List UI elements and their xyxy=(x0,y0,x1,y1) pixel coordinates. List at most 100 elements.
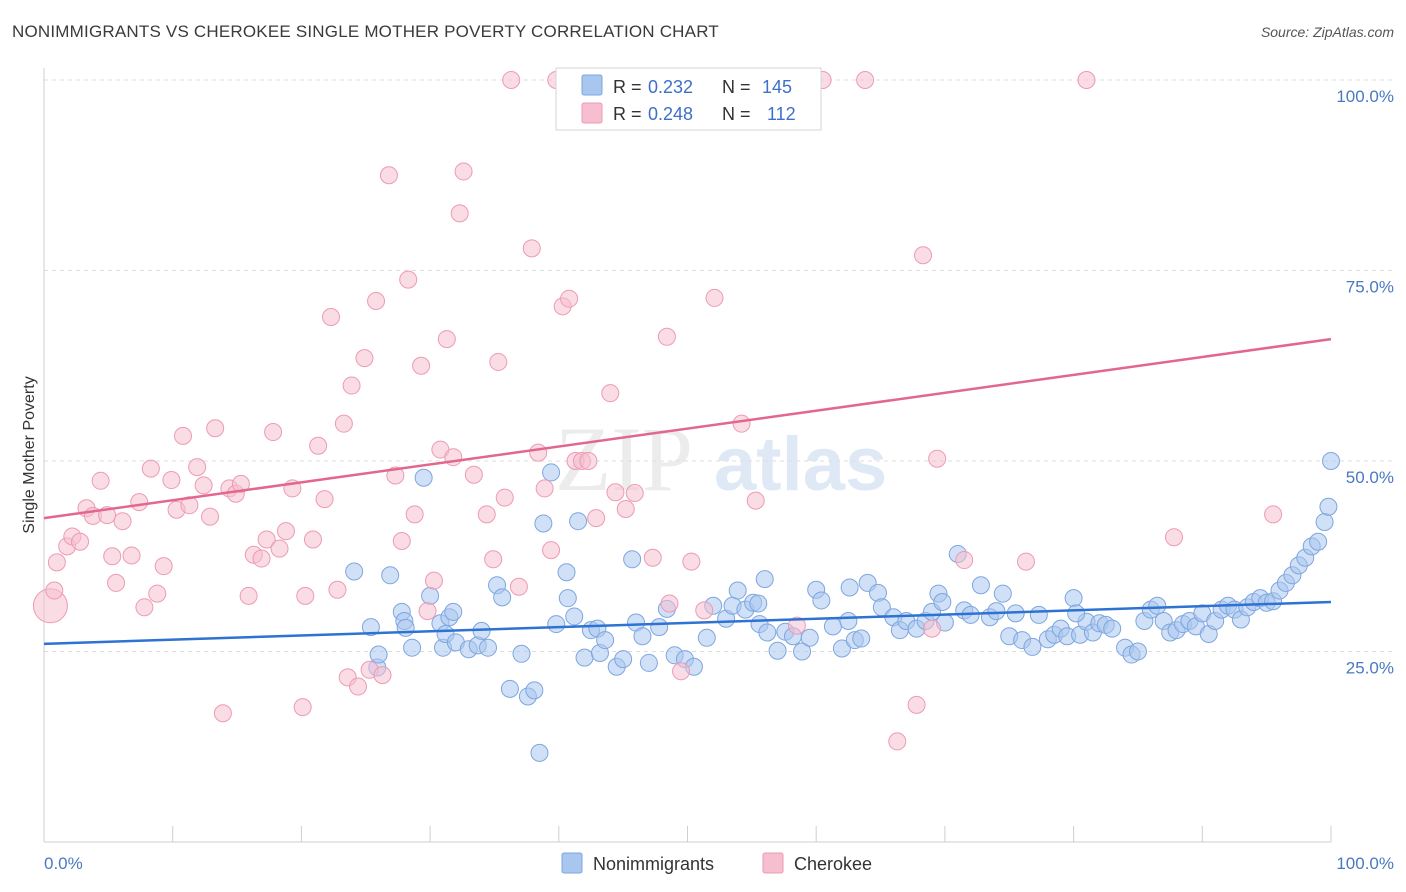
legend: R = 0.232 N = 145 R = 0.248 N = 112 xyxy=(555,67,822,131)
legend-swatch-nonimmigrants xyxy=(581,74,603,96)
point-cherokee-34 xyxy=(257,530,276,549)
point-nonimmigrants-7 xyxy=(396,618,415,637)
point-cherokee-14 xyxy=(130,493,149,512)
point-cherokee-21 xyxy=(173,426,192,445)
point-cherokee-69 xyxy=(484,550,503,569)
point-cherokee-104 xyxy=(914,246,933,265)
point-nonimmigrants-31 xyxy=(558,589,577,608)
point-cherokee-54 xyxy=(379,166,398,185)
point-cherokee-27 xyxy=(213,704,232,723)
legend-r-label-0: R = xyxy=(613,77,642,97)
y-tick-label-25: 25.0% xyxy=(1346,659,1394,678)
point-nonimmigrants-0 xyxy=(345,562,364,581)
point-cherokee-72 xyxy=(502,71,521,89)
point-nonimmigrants-40 xyxy=(614,650,633,669)
point-cherokee-85 xyxy=(601,384,620,403)
x-ticks xyxy=(43,826,1332,842)
point-cherokee-8 xyxy=(91,471,110,490)
point-cherokee-91 xyxy=(657,327,676,346)
point-nonimmigrants-1 xyxy=(361,618,380,637)
point-nonimmigrants-29 xyxy=(547,615,566,634)
point-nonimmigrants-108 xyxy=(1128,642,1147,661)
bottom-legend-swatch-cherokee xyxy=(762,852,784,874)
point-nonimmigrants-10 xyxy=(421,586,440,605)
point-cherokee-2 xyxy=(47,553,66,572)
point-cherokee-46 xyxy=(334,414,353,433)
source-label: Source: ZipAtlas.com xyxy=(1260,24,1394,40)
point-nonimmigrants-43 xyxy=(633,627,652,646)
legend-r-value-1: 0.248 xyxy=(648,104,693,124)
point-cherokee-74 xyxy=(522,239,541,258)
point-nonimmigrants-54 xyxy=(728,581,747,600)
point-cherokee-63 xyxy=(437,330,456,349)
point-cherokee-11 xyxy=(107,573,126,592)
point-cherokee-25 xyxy=(201,507,220,526)
point-nonimmigrants-44 xyxy=(639,653,658,672)
point-nonimmigrants-105 xyxy=(1103,619,1122,638)
point-nonimmigrants-59 xyxy=(758,623,777,642)
bottom-legend-label-cherokee: Cherokee xyxy=(794,854,872,874)
point-nonimmigrants-33 xyxy=(569,512,588,531)
trendline-cherokee xyxy=(43,337,1332,520)
point-nonimmigrants-34 xyxy=(575,648,594,667)
point-cherokee-60 xyxy=(418,602,437,621)
point-cherokee-65 xyxy=(450,204,469,223)
point-nonimmigrants-9 xyxy=(414,468,433,487)
point-cherokee-86 xyxy=(606,483,625,502)
point-nonimmigrants-86 xyxy=(971,576,990,595)
y-tick-label-100: 100.0% xyxy=(1336,87,1394,106)
point-nonimmigrants-26 xyxy=(530,743,549,762)
point-nonimmigrants-32 xyxy=(565,607,584,626)
point-nonimmigrants-69 xyxy=(839,612,858,631)
point-nonimmigrants-45 xyxy=(650,618,669,637)
point-nonimmigrants-137 xyxy=(1315,512,1334,531)
point-nonimmigrants-30 xyxy=(557,563,576,582)
point-nonimmigrants-142 xyxy=(840,578,859,597)
bottom-legend: Nonimmigrants Cherokee xyxy=(561,852,872,874)
y-tick-labels: 25.0% 50.0% 75.0% 100.0% xyxy=(1336,87,1394,678)
point-cherokee-83 xyxy=(579,452,598,470)
point-cherokee-58 xyxy=(405,505,424,524)
point-nonimmigrants-138 xyxy=(1319,497,1338,516)
point-cherokee-96 xyxy=(705,288,724,307)
legend-n-label-1: N = xyxy=(722,104,751,124)
point-cherokee-55 xyxy=(386,466,405,485)
point-nonimmigrants-141 xyxy=(749,594,768,613)
point-cherokee-50 xyxy=(355,349,374,368)
point-cherokee-12 xyxy=(113,512,132,531)
point-cherokee-33 xyxy=(252,549,271,568)
point-cherokee-90 xyxy=(643,548,662,567)
point-cherokee-66 xyxy=(454,162,473,181)
point-cherokee-92 xyxy=(660,594,679,613)
point-nonimmigrants-93 xyxy=(1023,637,1042,656)
point-cherokee-76 xyxy=(535,479,554,498)
point-cherokee-45 xyxy=(328,580,347,599)
point-cherokee-30 xyxy=(231,474,250,493)
point-cherokee-67 xyxy=(464,465,483,484)
point-cherokee-17 xyxy=(148,584,167,603)
x-tick-label-right: 100.0% xyxy=(1336,854,1394,873)
y-tick-label-75: 75.0% xyxy=(1346,278,1394,297)
point-nonimmigrants-66 xyxy=(812,591,831,610)
point-cherokee-39 xyxy=(293,698,312,717)
point-nonimmigrants-144 xyxy=(1067,604,1086,623)
point-cherokee-31 xyxy=(239,586,258,605)
legend-n-value-1: 112 xyxy=(767,104,796,124)
point-cherokee-111 xyxy=(1264,505,1283,524)
point-nonimmigrants-67 xyxy=(823,617,842,636)
point-cherokee-70 xyxy=(489,352,508,371)
legend-swatch-cherokee xyxy=(581,102,603,124)
point-cherokee-106 xyxy=(928,449,947,468)
point-cherokee-73 xyxy=(509,577,528,596)
point-nonimmigrants-28 xyxy=(542,463,561,482)
point-cherokee-75 xyxy=(529,443,548,462)
point-cherokee-108 xyxy=(1016,552,1035,571)
trendline-nonimmigrants xyxy=(43,600,1332,646)
point-nonimmigrants-21 xyxy=(493,588,512,607)
point-cherokee-95 xyxy=(695,601,714,620)
point-cherokee-107 xyxy=(955,551,974,570)
point-cherokee-56 xyxy=(392,532,411,551)
point-nonimmigrants-140 xyxy=(444,602,463,621)
x-tick-label-left: 0.0% xyxy=(44,854,83,873)
